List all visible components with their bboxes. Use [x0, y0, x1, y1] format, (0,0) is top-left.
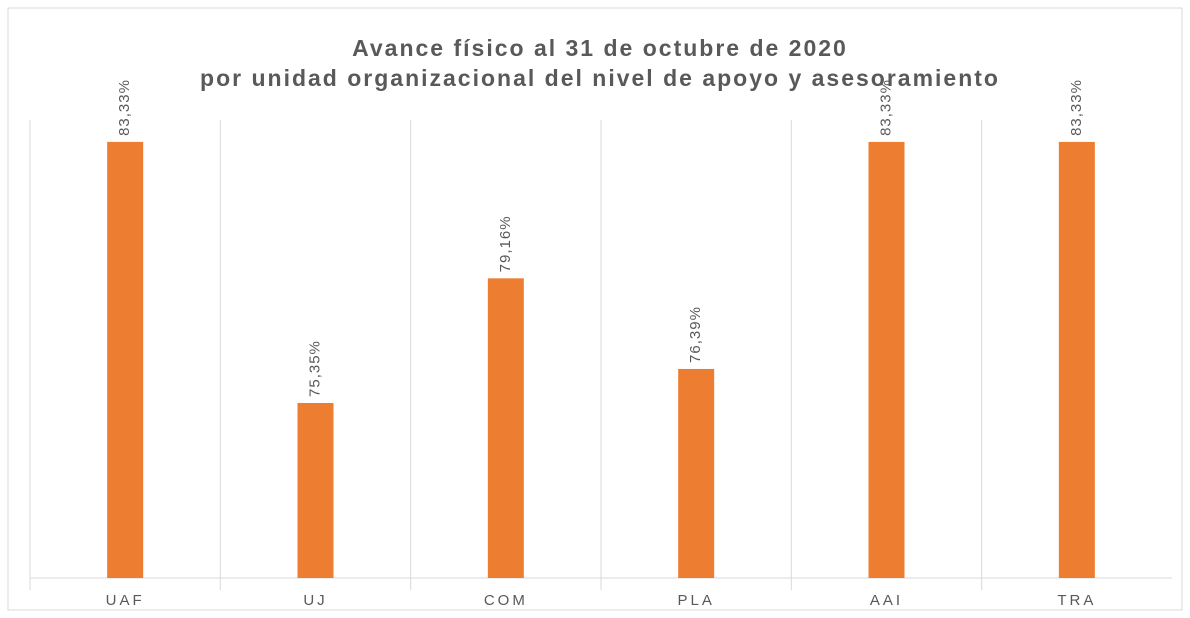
bar — [107, 141, 144, 578]
bar — [487, 278, 524, 578]
bar — [1058, 141, 1095, 578]
value-label: 76,39% — [687, 306, 704, 363]
x-tick-label: UJ — [303, 592, 327, 609]
x-tick-label: AAI — [870, 592, 903, 609]
value-label: 75,35% — [306, 340, 323, 397]
value-label: 83,33% — [1068, 79, 1085, 136]
x-tick-label: TRA — [1057, 592, 1096, 609]
value-label: 83,33% — [116, 79, 133, 136]
chart-border — [7, 7, 1183, 611]
bar — [868, 141, 905, 578]
bar — [678, 368, 715, 578]
value-label: 79,16% — [497, 215, 514, 272]
x-tick-label: COM — [484, 592, 528, 609]
bar — [297, 402, 334, 578]
chart-title: Avance físico al 31 de octubre de 2020 — [352, 35, 848, 61]
chart-title: por unidad organizacional del nivel de a… — [200, 65, 1000, 91]
value-label: 83,33% — [877, 79, 894, 136]
x-tick-label: PLA — [677, 592, 714, 609]
x-tick-label: UAF — [106, 592, 145, 609]
